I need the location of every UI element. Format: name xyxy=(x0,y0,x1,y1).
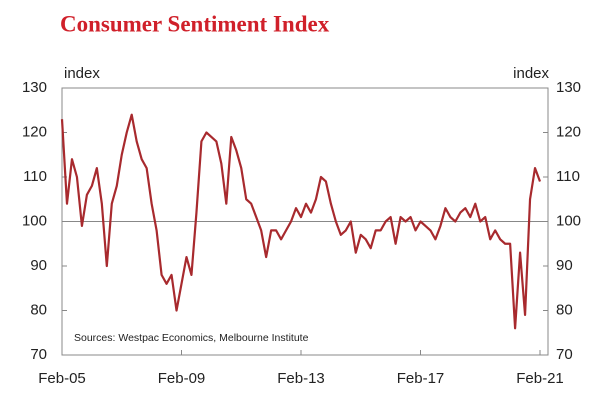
y2-tick-label: 80 xyxy=(556,301,573,318)
x-tick-label: Feb-17 xyxy=(397,370,445,387)
y2-tick-label: 100 xyxy=(556,212,581,229)
x-tick-label: Feb-21 xyxy=(516,370,564,387)
x-tick-label: Feb-09 xyxy=(158,370,206,387)
chart-title: Consumer Sentiment Index xyxy=(60,11,330,36)
series-line xyxy=(60,113,542,330)
y-tick-label: 120 xyxy=(22,123,47,140)
source-note: Sources: Westpac Economics, Melbourne In… xyxy=(74,332,309,344)
y-tick-label: 80 xyxy=(30,301,47,318)
y2-tick-label: 90 xyxy=(556,257,573,274)
y-tick-label: 70 xyxy=(30,346,47,363)
y-tick-label: 110 xyxy=(23,168,47,185)
x-tick-label: Feb-05 xyxy=(38,370,86,387)
y2-axis-label: index xyxy=(513,65,549,82)
y2-tick-label: 70 xyxy=(556,346,573,363)
y-axis-label: index xyxy=(64,65,100,82)
y-tick-label: 100 xyxy=(22,212,47,229)
y2-tick-label: 110 xyxy=(556,168,580,185)
y-tick-label: 130 xyxy=(22,79,47,96)
x-tick-label: Feb-13 xyxy=(277,370,325,387)
y-tick-label: 90 xyxy=(30,257,47,274)
y2-tick-label: 120 xyxy=(556,123,581,140)
y2-tick-label: 130 xyxy=(556,79,581,96)
